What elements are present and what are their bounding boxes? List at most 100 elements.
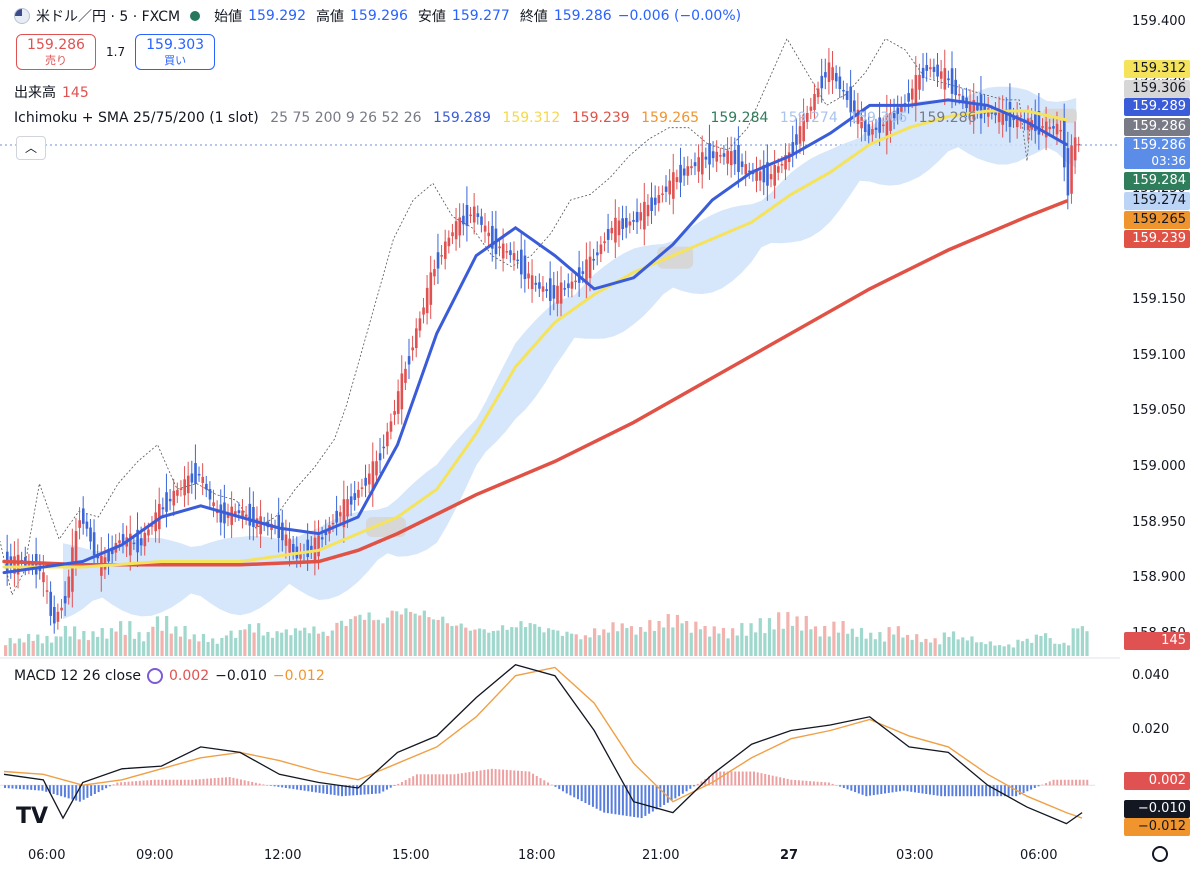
volume-bar [450,625,454,656]
volume-bar [169,633,173,656]
candle-body [107,548,110,562]
volume-bar [1043,633,1048,656]
indicator-name: Ichimoku + SMA 25/75/200 (1 slot) [14,110,259,126]
candle-body [219,504,223,523]
sell-button[interactable]: 159.286 売り [16,34,96,70]
candle-body [733,149,737,165]
volume-bar [731,628,735,656]
macd-histogram-bar [932,785,935,796]
macd-histogram-bar [93,785,96,794]
macd-histogram-bar [404,780,407,786]
buy-button[interactable]: 159.303 買い [135,34,216,70]
volume-bar [436,620,440,656]
volume-bar [100,628,104,656]
ichimoku-cloud-negative [366,516,406,537]
macd-histogram-bar [573,785,576,798]
volume-bar [896,626,900,656]
macd-histogram-bar [839,785,842,787]
volume-bar [257,623,261,656]
macd-histogram-bar [131,781,134,786]
candle-body [501,243,505,259]
macd-histogram-bar [1075,779,1078,786]
macd-histogram-bar [120,782,123,786]
volume-bar [606,632,611,656]
macd-histogram-bar [378,785,381,794]
candle-body [45,590,49,592]
volume-bar [749,623,753,656]
volume-bar [418,615,422,656]
volume-bar [491,630,495,656]
candle-body [784,155,787,170]
macd-histogram-bar [812,781,815,786]
volume-bar [36,634,40,656]
candle-body [291,544,295,552]
volume-bar [514,627,518,656]
candle-body [672,172,675,199]
candle-body [132,542,136,545]
cycle-icon[interactable] [147,668,164,684]
volume-bar [804,616,808,656]
macd-histogram-bar [554,785,557,787]
macd-histogram-bar [741,771,744,786]
macd-histogram-bar [1037,785,1040,787]
candle-body [889,112,892,131]
macd-histogram-bar [445,774,448,786]
high-label: 高値 [316,9,344,25]
volume-bar [22,642,26,656]
candle-body [693,162,697,167]
volume-bar [634,634,638,656]
candle-body [71,547,74,592]
macd-histogram-bar [337,785,340,796]
volume-bar [721,628,726,656]
volume-bar [790,625,795,656]
volume-bar [832,621,836,656]
volume-bar [395,611,399,656]
candle-body [914,75,918,106]
indicator-legend[interactable]: Ichimoku + SMA 25/75/200 (1 slot) 25 75 … [14,110,983,126]
macd-histogram-bar [251,781,254,786]
volume-bar [919,642,923,656]
time-axis-tick: 06:00 [28,848,66,863]
volume-bar [588,637,592,656]
tradingview-logo[interactable]: TV [16,804,49,829]
time-axis-tick: 03:00 [896,848,934,863]
candle-body [418,318,422,331]
candle-body [755,169,758,181]
macd-legend[interactable]: MACD 12 26 close 0.002 −0.010 −0.012 [14,668,325,684]
ichimoku-cloud [63,86,1077,620]
volume-bar [528,623,532,656]
macd-histogram-bar [18,785,21,790]
volume-bar [809,629,813,656]
macd-histogram-bar [947,785,950,797]
volume-bar [1076,628,1080,656]
close-value: 159.286 [553,8,612,24]
volume-bar [1034,634,1038,656]
indicator-value-sma200: 159.239 [571,110,630,126]
volume-bar [155,616,160,656]
candle-body [708,143,711,165]
volume-bar [59,636,63,656]
volume-bar [924,638,928,656]
volume-legend[interactable]: 出来高 145 [14,82,89,102]
macd-histogram-bar [37,785,40,791]
volume-bar [178,636,183,656]
volume-bar [1080,626,1084,656]
macd-histogram-bar [906,785,909,792]
time-axis-tick: 15:00 [392,848,430,863]
macd-histogram-bar [71,785,74,800]
chevron-up-icon[interactable]: ︿ [16,136,46,160]
candle-body [81,508,85,524]
volume-bar [878,632,882,656]
symbol-title[interactable]: 米ドル／円 · 5 · FXCM [36,9,181,25]
macd-histogram-bar [955,785,958,797]
candle-body [624,217,628,228]
macd-histogram-bar [696,783,699,786]
candle-body [512,253,516,261]
settings-icon[interactable] [1152,846,1168,862]
volume-bar [956,639,960,656]
candle-body [433,269,436,277]
candle-body [791,142,795,154]
volume-bar [542,632,546,656]
macd-histogram-bar [805,780,808,786]
